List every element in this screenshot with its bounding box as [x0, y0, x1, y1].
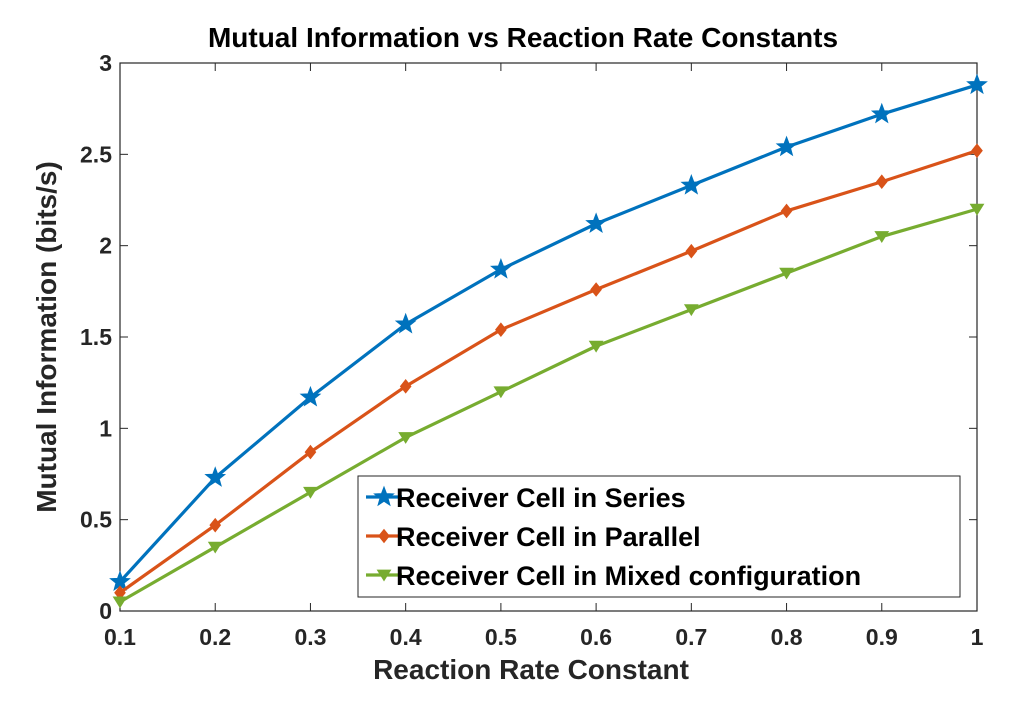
y-tick-label: 2.5 — [80, 141, 112, 167]
x-tick-label: 0.3 — [294, 624, 326, 650]
data-point — [780, 203, 793, 219]
legend-marker — [376, 569, 392, 582]
legend-label: Receiver Cell in Parallel — [396, 522, 701, 552]
data-point — [971, 143, 983, 158]
data-point — [585, 212, 607, 233]
legend-marker — [373, 485, 395, 507]
x-tick-label: 0.1 — [104, 624, 136, 650]
data-point — [204, 466, 227, 487]
data-point — [209, 517, 222, 533]
x-tick-label: 0.6 — [580, 624, 612, 650]
data-point — [775, 135, 798, 157]
data-point — [680, 173, 703, 195]
series-2 — [114, 143, 983, 601]
series-1 — [109, 73, 988, 592]
data-point — [874, 231, 890, 244]
series-line — [118, 83, 978, 583]
legend-label: Receiver Cell in Series — [396, 483, 686, 513]
x-tick-label: 1 — [971, 624, 984, 650]
series-line — [119, 207, 978, 604]
legend-marker — [378, 528, 390, 544]
data-point — [779, 267, 794, 280]
x-tick-label: 0.2 — [199, 624, 231, 650]
data-point — [112, 596, 128, 609]
data-point — [394, 312, 417, 334]
data-point — [588, 340, 604, 353]
y-tick-label: 1 — [99, 415, 112, 441]
x-tick-label: 0.8 — [771, 624, 803, 650]
data-point — [304, 444, 317, 460]
data-point — [590, 282, 602, 297]
x-tick-label: 0.4 — [390, 624, 422, 650]
legend: Receiver Cell in Series Receiver Cell in … — [357, 475, 961, 598]
y-tick-label: 0 — [99, 598, 112, 624]
data-point — [966, 73, 988, 95]
legend-label: Receiver Cell in Mixed configuration — [396, 561, 861, 591]
data-point — [493, 386, 509, 399]
legend-box — [357, 475, 961, 598]
data-point — [875, 174, 888, 190]
data-point — [495, 322, 507, 337]
x-axis-label: Reaction Rate Constant — [373, 654, 689, 685]
chart-title: Mutual Information vs Reaction Rate Cons… — [208, 22, 838, 53]
x-tick-label: 0.7 — [675, 624, 707, 650]
x-axis: 0.1 0.2 0.3 0.4 0.5 0.6 0.7 0.8 0.9 1 — [104, 63, 984, 650]
data-point — [303, 486, 318, 499]
y-axis-label: Mutual Information (bits/s) — [31, 161, 62, 513]
y-tick-label: 3 — [99, 50, 112, 76]
x-tick-label: 0.9 — [866, 624, 898, 650]
x-tick-label: 0.5 — [485, 624, 517, 650]
series-layer — [109, 73, 988, 609]
data-point — [683, 304, 699, 317]
data-point — [685, 243, 698, 259]
data-point — [490, 257, 512, 279]
y-tick-label: 0.5 — [80, 507, 112, 533]
y-tick-label: 1.5 — [80, 324, 112, 350]
data-point — [399, 379, 412, 394]
data-point — [299, 385, 322, 407]
data-point — [398, 432, 414, 444]
data-point — [969, 203, 985, 216]
data-point — [207, 541, 223, 554]
y-axis: 0 0.5 1 1.5 2 2.5 3 — [80, 50, 977, 624]
series-line — [119, 149, 978, 595]
y-tick-label: 2 — [99, 233, 112, 259]
series-3 — [112, 203, 985, 609]
data-point — [870, 102, 893, 124]
